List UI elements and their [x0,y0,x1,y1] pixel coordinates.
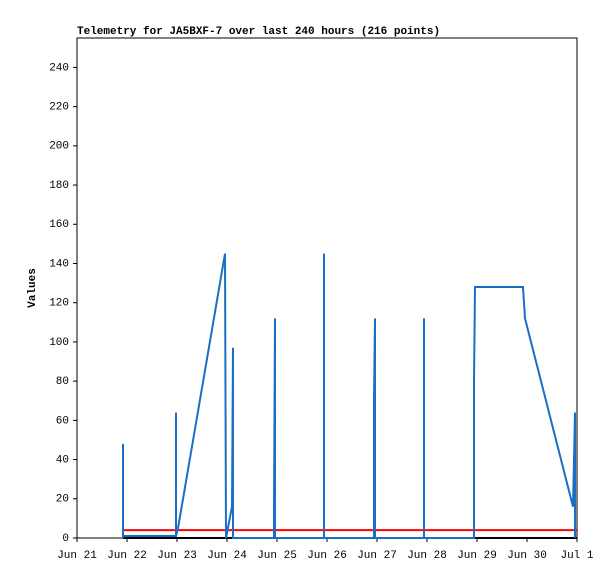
x-tick-label: Jun 29 [457,550,497,562]
y-tick-label: 20 [56,494,69,506]
y-tick-label: 140 [49,258,69,270]
y-tick-label: 120 [49,298,69,310]
series-line [122,253,576,539]
x-tick-label: Jun 27 [357,550,397,562]
y-tick-label: 200 [49,141,69,153]
y-tick-label: 40 [56,454,69,466]
chart-title: Telemetry for JA5BXF-7 over last 240 hou… [77,26,440,38]
y-tick-label: 160 [49,219,69,231]
x-tick-label: Jun 26 [307,550,347,562]
x-tick-label: Jun 28 [407,550,447,562]
x-tick-label: Jun 23 [157,550,197,562]
y-tick-label: 220 [49,102,69,114]
y-axis-label: Values [27,268,39,308]
x-tick-label: Jun 30 [507,550,547,562]
y-tick-label: 0 [62,533,69,545]
y-tick-label: 80 [56,376,69,388]
x-tick-label: Jun 25 [257,550,297,562]
y-tick-label: 180 [49,180,69,192]
x-tick-label: Jun 21 [57,550,97,562]
x-tick-label: Jul 1 [560,550,593,562]
x-tick-label: Jun 22 [107,550,147,562]
y-tick-label: 60 [56,415,69,427]
x-tick-label: Jun 24 [207,550,247,562]
y-tick-label: 240 [49,62,69,74]
y-tick-label: 100 [49,337,69,349]
